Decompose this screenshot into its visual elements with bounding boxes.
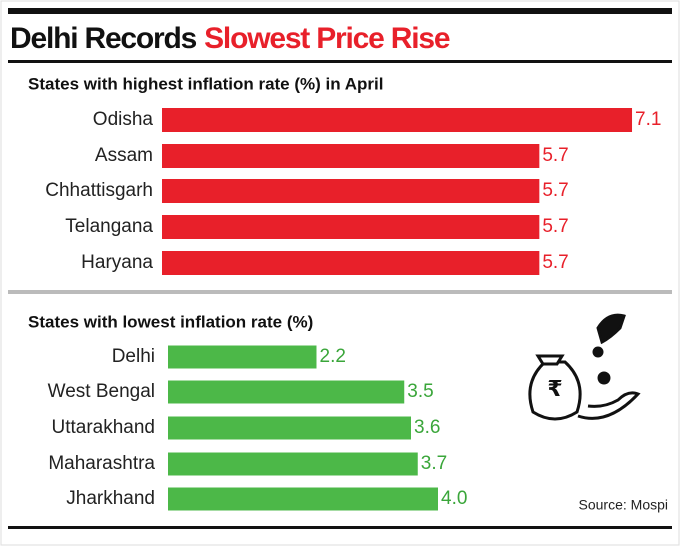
value-label: 3.6 <box>414 417 440 438</box>
value-label: 3.5 <box>407 381 433 402</box>
bar <box>168 345 317 369</box>
section-rule <box>8 290 672 294</box>
bar <box>168 380 405 404</box>
bar <box>168 416 411 440</box>
source: Source: Mospi <box>579 497 668 513</box>
rupee-symbol: ₹ <box>547 376 562 401</box>
value-label: 5.7 <box>542 216 568 237</box>
category-label: Chhattisgarh <box>45 180 153 201</box>
headline-black: Delhi Records <box>10 22 197 55</box>
category-label: Jharkhand <box>66 488 155 509</box>
category-label: Assam <box>95 145 153 166</box>
category-label: Maharashtra <box>48 453 155 474</box>
value-label: 4.0 <box>441 488 467 509</box>
bar <box>162 179 540 203</box>
title-rule <box>8 60 672 63</box>
bar <box>168 487 438 511</box>
coin <box>597 371 611 385</box>
category-label: West Bengal <box>48 381 155 402</box>
bottom-rule <box>8 526 672 529</box>
headline-red: Slowest Price Rise <box>204 22 450 55</box>
bar <box>162 108 633 132</box>
value-label: 5.7 <box>542 252 568 273</box>
coin <box>592 346 604 358</box>
headline: Delhi Records Slowest Price Rise <box>10 22 450 55</box>
value-label: 7.1 <box>635 109 661 130</box>
value-label: 2.2 <box>320 346 346 367</box>
chart-subtitle: States with highest inflation rate (%) i… <box>28 74 383 93</box>
value-label: 5.7 <box>542 180 568 201</box>
bag-neck <box>535 354 565 366</box>
category-label: Delhi <box>112 346 155 367</box>
bar <box>162 144 540 168</box>
chart-subtitle: States with lowest inflation rate (%) <box>28 312 313 331</box>
hand-top <box>596 313 626 345</box>
hand-bottom <box>577 391 641 420</box>
category-label: Odisha <box>93 109 154 130</box>
money-bag <box>528 360 582 421</box>
value-label: 3.7 <box>421 453 447 474</box>
category-label: Uttarakhand <box>51 417 155 438</box>
bar <box>168 452 418 476</box>
value-label: 5.7 <box>542 145 568 166</box>
top-rule <box>8 8 672 14</box>
category-label: Telangana <box>65 216 153 237</box>
money-icon: ₹ <box>528 313 641 421</box>
category-label: Haryana <box>81 252 153 273</box>
bar <box>162 215 540 239</box>
bar <box>162 251 540 275</box>
